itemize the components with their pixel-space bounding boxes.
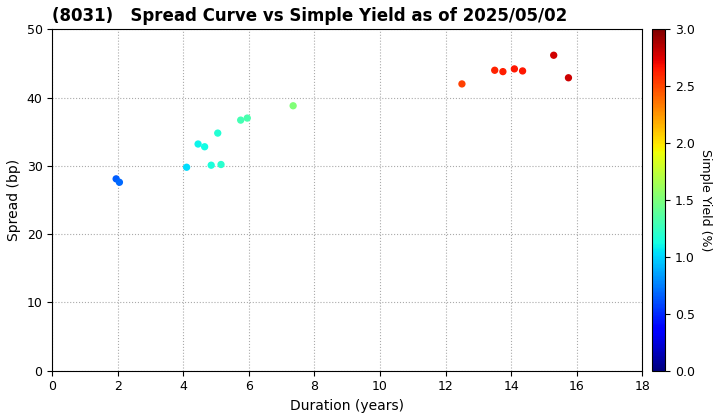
Y-axis label: Spread (bp): Spread (bp) <box>7 159 21 241</box>
Y-axis label: Simple Yield (%): Simple Yield (%) <box>698 149 711 251</box>
Point <box>181 164 192 171</box>
Point <box>456 81 468 87</box>
Point <box>192 141 204 147</box>
Point <box>241 115 253 121</box>
Point <box>497 68 508 75</box>
Point <box>563 74 575 81</box>
Point <box>235 117 246 123</box>
Point <box>489 67 500 74</box>
Point <box>199 143 210 150</box>
Point <box>205 162 217 168</box>
Point <box>215 161 227 168</box>
Point <box>212 130 223 136</box>
Text: (8031)   Spread Curve vs Simple Yield as of 2025/05/02: (8031) Spread Curve vs Simple Yield as o… <box>53 7 567 25</box>
Point <box>114 179 125 186</box>
Point <box>287 102 299 109</box>
X-axis label: Duration (years): Duration (years) <box>290 399 404 413</box>
Point <box>517 68 528 74</box>
Point <box>548 52 559 59</box>
Point <box>508 66 520 72</box>
Point <box>110 176 122 182</box>
